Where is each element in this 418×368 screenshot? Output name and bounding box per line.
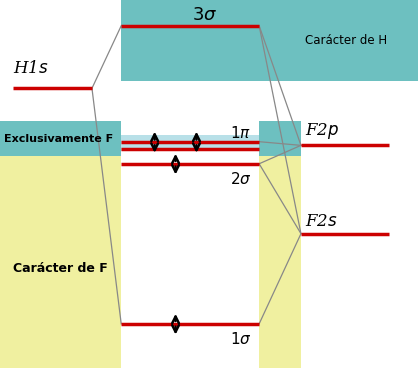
Text: Exclusivamente F: Exclusivamente F	[4, 134, 113, 144]
Text: F2$s$: F2$s$	[305, 213, 338, 230]
Text: Carácter de F: Carácter de F	[13, 262, 107, 275]
Bar	[0, 156, 301, 368]
Text: 2$\sigma$: 2$\sigma$	[230, 171, 252, 187]
Text: F2$p$: F2$p$	[305, 121, 339, 141]
Text: 3$\sigma$: 3$\sigma$	[192, 6, 218, 24]
Text: 1$\pi$: 1$\pi$	[230, 125, 251, 141]
Bar	[121, 0, 418, 81]
Text: Carácter de H: Carácter de H	[305, 34, 387, 47]
Bar	[0, 121, 301, 156]
Text: 1$\sigma$: 1$\sigma$	[230, 331, 252, 347]
Bar	[121, 81, 259, 368]
Text: H1$s$: H1$s$	[13, 60, 48, 77]
Bar	[121, 135, 259, 151]
